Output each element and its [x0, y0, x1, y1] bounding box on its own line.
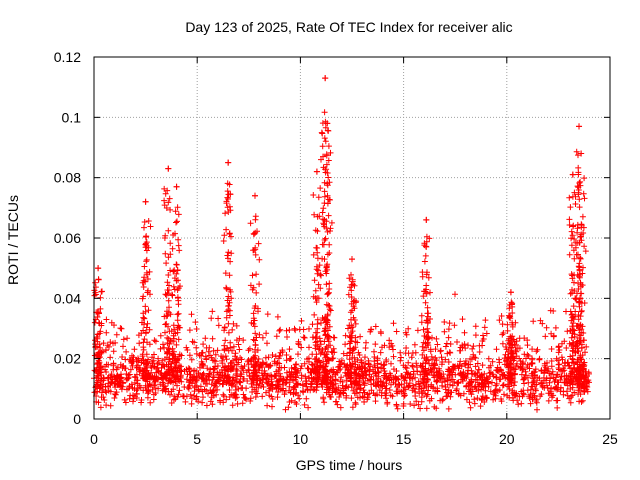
y-tick-label: 0.06	[54, 230, 81, 246]
peak-point	[95, 265, 102, 272]
y-tick-label: 0.02	[54, 351, 81, 367]
x-tick-label: 0	[90, 431, 98, 447]
y-tick-label: 0	[73, 411, 81, 427]
axis-ticks	[93, 56, 611, 420]
y-tick-label: 0.1	[62, 109, 82, 125]
scatter-points	[91, 75, 592, 413]
chart-title: Day 123 of 2025, Rate Of TEC Index for r…	[185, 19, 512, 35]
y-axis-title: ROTI / TECUs	[5, 195, 21, 285]
peak-point	[322, 75, 329, 82]
peak-point	[225, 159, 232, 166]
y-tick-label: 0.04	[54, 290, 81, 306]
x-tick-label: 10	[293, 431, 309, 447]
peak-point	[173, 183, 180, 190]
y-tick-label: 0.08	[54, 170, 81, 186]
peak-point	[251, 192, 258, 199]
peak-point	[576, 123, 583, 130]
peak-point	[507, 289, 514, 296]
x-tick-label: 20	[499, 431, 515, 447]
peak-point	[578, 150, 585, 157]
x-tick-label: 15	[396, 431, 412, 447]
x-tick-label: 5	[193, 431, 201, 447]
x-axis-title: GPS time / hours	[296, 457, 403, 473]
peak-point	[313, 168, 320, 175]
peak-point	[142, 198, 149, 205]
peak-point	[423, 216, 430, 223]
y-axis-tick-labels: 0 0.02 0.04 0.06 0.08 0.1 0.12	[54, 49, 81, 427]
y-tick-label: 0.12	[54, 49, 81, 65]
peak-point	[165, 165, 172, 172]
peak-point	[349, 256, 355, 263]
data-points	[91, 75, 592, 413]
peak-point	[569, 171, 576, 178]
x-axis-tick-labels: 0 5 10 15 20 25	[90, 431, 618, 447]
peak-point	[324, 120, 331, 127]
x-tick-label: 25	[602, 431, 618, 447]
